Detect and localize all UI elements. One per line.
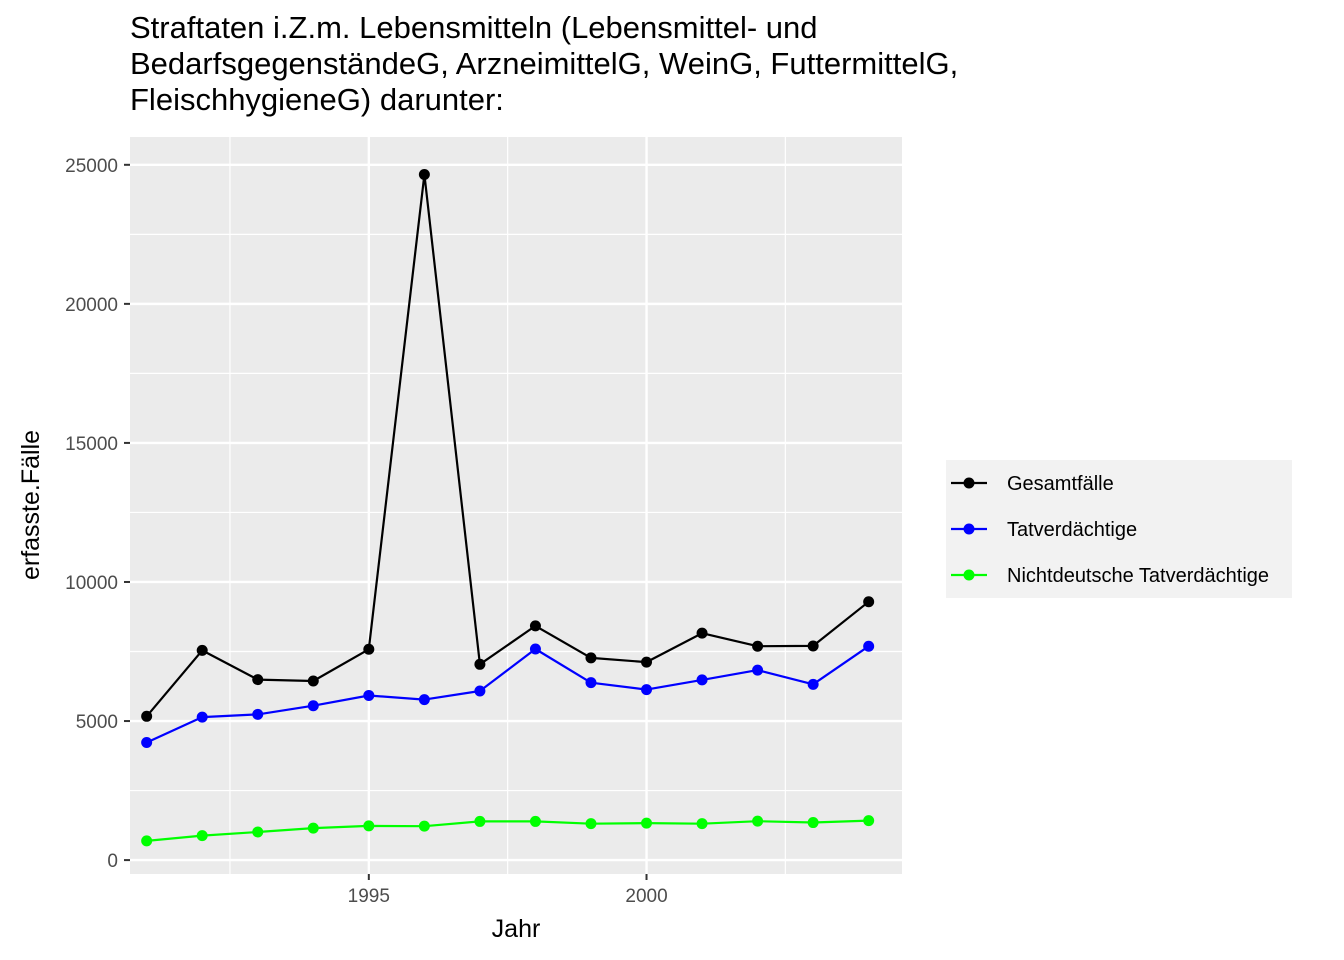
plot-panel <box>130 137 902 874</box>
data-point <box>418 169 430 181</box>
data-point <box>585 818 597 830</box>
legend-background <box>946 460 1292 598</box>
data-point <box>807 678 819 690</box>
x-axis-title: Jahr <box>492 915 541 943</box>
legend-key-point <box>963 477 975 489</box>
data-point <box>418 694 430 706</box>
data-point <box>529 620 541 632</box>
data-point <box>474 815 486 827</box>
data-point <box>696 818 708 830</box>
data-point <box>641 684 653 696</box>
data-point <box>252 674 264 686</box>
series-line-3 <box>146 819 869 842</box>
data-point <box>474 685 486 697</box>
series-line-1 <box>145 173 870 718</box>
minor-gridlines <box>130 137 902 874</box>
data-point <box>141 736 153 748</box>
chart-title-line-3: FleischhygieneG) darunter: <box>130 82 504 117</box>
y-axis-title: erfasste.Fälle <box>17 430 45 580</box>
data-point <box>141 710 153 722</box>
series-line-2 <box>146 645 870 744</box>
y-tick-label: 20000 <box>65 295 118 316</box>
chart-title: Straftaten i.Z.m. Lebensmitteln (Lebensm… <box>130 10 1130 118</box>
data-point <box>196 830 208 842</box>
series-points <box>141 169 875 847</box>
data-point <box>641 817 653 829</box>
data-point <box>529 815 541 827</box>
data-point <box>141 835 153 847</box>
data-point <box>863 596 875 608</box>
data-point <box>752 664 764 676</box>
y-tick-label: 15000 <box>65 434 118 455</box>
y-tick-label: 0 <box>107 851 118 872</box>
data-point <box>696 627 708 639</box>
data-point <box>307 822 319 834</box>
data-point <box>585 677 597 689</box>
legend-label: Tatverdächtige <box>1007 519 1137 541</box>
major-gridlines <box>130 137 902 874</box>
data-point <box>752 640 764 652</box>
data-point <box>418 820 430 832</box>
data-point <box>807 640 819 652</box>
y-tick-label: 5000 <box>76 712 118 733</box>
data-point <box>363 643 375 655</box>
data-point <box>363 820 375 832</box>
data-point <box>196 644 208 656</box>
data-point <box>252 708 264 720</box>
data-point <box>363 689 375 701</box>
data-point <box>807 817 819 829</box>
x-tick-label: 2000 <box>625 886 667 907</box>
data-point <box>752 815 764 827</box>
legend-key-point <box>963 569 975 581</box>
data-point <box>863 640 875 652</box>
x-axis: 1995 2000 <box>348 874 668 907</box>
data-point <box>474 658 486 670</box>
data-point <box>307 675 319 687</box>
data-point <box>196 711 208 723</box>
chart-title-line-2: BedarfsgegenständeG, ArzneimittelG, Wein… <box>130 46 959 81</box>
y-axis: 0 5000 10000 15000 20000 25000 <box>65 156 130 872</box>
legend-label: Gesamtfälle <box>1007 473 1114 495</box>
data-point <box>529 643 541 655</box>
data-point <box>696 674 708 686</box>
data-point <box>252 826 264 838</box>
chart-title-line-1: Straftaten i.Z.m. Lebensmitteln (Lebensm… <box>130 10 818 45</box>
data-point <box>641 656 653 668</box>
legend-key-point <box>963 523 975 535</box>
data-point <box>307 700 319 712</box>
legend: Gesamtfälle Tatverdächtige Nichtdeutsche T… <box>946 460 1292 598</box>
data-point <box>585 652 597 664</box>
x-tick-label: 1995 <box>348 886 390 907</box>
y-tick-label: 25000 <box>65 156 118 177</box>
y-tick-label: 10000 <box>65 573 118 594</box>
legend-label: Nichtdeutsche Tatverdächtige <box>1007 565 1269 587</box>
series-lines <box>145 173 870 842</box>
data-point <box>863 815 875 827</box>
